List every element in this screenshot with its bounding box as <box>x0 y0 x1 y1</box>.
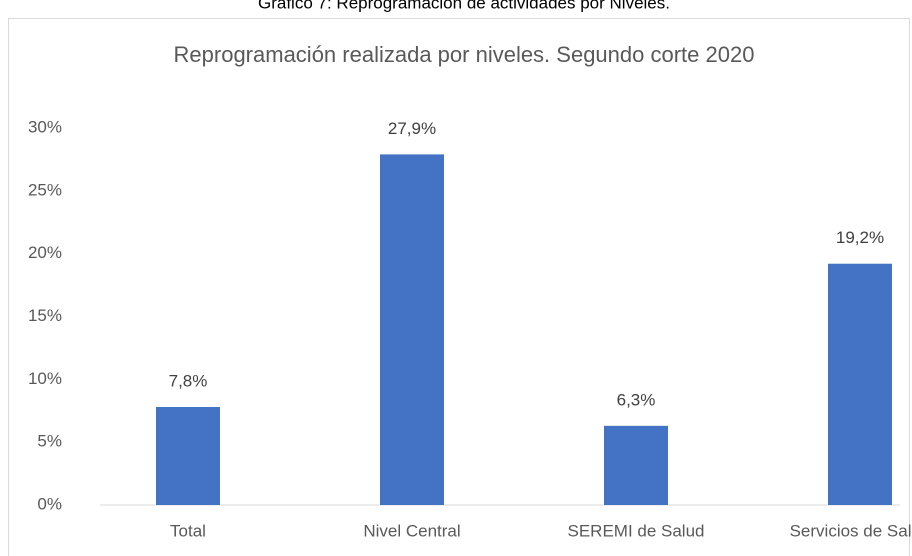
y-tick-label: 0% <box>37 494 62 513</box>
x-tick-label: SEREMI de Salud <box>567 521 704 540</box>
value-label: 7,8% <box>169 371 208 390</box>
bar <box>380 154 444 505</box>
y-tick-label: 30% <box>28 117 62 136</box>
bar <box>156 406 220 505</box>
value-label: 19,2% <box>836 228 884 247</box>
y-tick-label: 15% <box>28 306 62 325</box>
value-label: 27,9% <box>388 119 436 138</box>
x-tick-label: Servicios de Salud <box>790 521 912 540</box>
y-tick-label: 20% <box>28 243 62 262</box>
y-tick-label: 25% <box>28 180 62 199</box>
chart-border <box>8 18 910 556</box>
caption: Gráfico 7: Reprogramación de actividades… <box>258 0 670 12</box>
bar <box>604 425 668 505</box>
bar <box>828 263 892 505</box>
x-tick-label: Nivel Central <box>363 521 460 540</box>
x-tick-label: Total <box>170 521 206 540</box>
chart-title: Reprogramación realizada por niveles. Se… <box>174 42 755 67</box>
y-tick-label: 10% <box>28 369 62 388</box>
value-label: 6,3% <box>617 390 656 409</box>
y-tick-label: 5% <box>37 432 62 451</box>
